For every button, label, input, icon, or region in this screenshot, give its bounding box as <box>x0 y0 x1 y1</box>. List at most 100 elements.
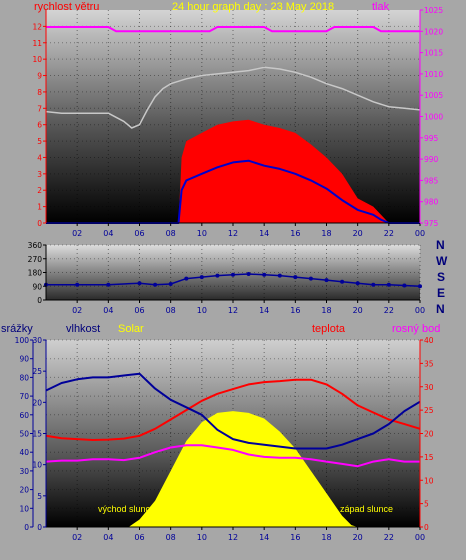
wind-direction-point <box>106 282 111 287</box>
top-left-ytick-label: 5 <box>37 137 42 146</box>
top-right-ytick-label: 1010 <box>424 70 443 79</box>
bot-xtick-label: 12 <box>228 533 238 542</box>
bot-right-ytick-label: 10 <box>424 476 434 485</box>
sunrise-label: východ slunce <box>98 504 156 514</box>
mid-xtick-label: 22 <box>384 306 394 315</box>
wind-direction-point <box>184 276 189 281</box>
wind-direction-point <box>168 282 173 286</box>
top-right-ytick-label: 1015 <box>424 49 443 58</box>
bot-left-ytick-label: 40 <box>19 448 29 457</box>
mid-xtick-label: 10 <box>197 306 207 315</box>
top-right-ytick-label: 975 <box>424 219 439 228</box>
legend-rain: srážky <box>1 323 33 335</box>
bot-left-ytick-label: 60 <box>19 411 29 420</box>
mid-left-ytick-label: 360 <box>28 241 43 250</box>
top-right-ytick-label: 985 <box>424 176 439 185</box>
wind-direction-point <box>153 282 158 287</box>
top-left-ytick-label: 2 <box>37 186 42 195</box>
bot-left-inner-ytick-label: 20 <box>32 398 42 407</box>
bot-left-ytick-label: 10 <box>19 504 29 513</box>
mid-xtick-label: 14 <box>259 306 269 315</box>
legend-pressure: tlak <box>372 1 390 13</box>
bot-left-ytick-label: 100 <box>15 336 30 345</box>
wind-direction-point <box>215 273 220 278</box>
top-left-ytick-label: 4 <box>37 153 42 162</box>
bot-xtick-label: 02 <box>72 533 82 542</box>
bot-left-ytick-label: 90 <box>19 355 29 364</box>
top-xtick-label: 00 <box>415 229 425 238</box>
top-right-ytick-label: 1025 <box>424 6 443 15</box>
compass-label-w: W <box>436 254 448 268</box>
top-left-ytick-label: 7 <box>37 104 42 113</box>
humidity-line <box>45 372 421 450</box>
bot-right-ytick-label: 40 <box>424 336 434 345</box>
compass-label-e: E <box>437 286 446 300</box>
wind-direction-point <box>402 283 407 288</box>
bot-right-ytick-label: 25 <box>424 406 434 415</box>
legend-humidity: vlhkost <box>66 323 101 335</box>
legend-dew-point: rosný bod <box>392 323 441 335</box>
wind-direction-point <box>355 281 360 286</box>
top-xtick-label: 18 <box>321 229 331 238</box>
wind-direction-point <box>262 272 267 277</box>
mid-xtick-label: 08 <box>166 306 176 315</box>
wind-speed-area <box>46 119 420 223</box>
wind-direction-point <box>308 276 313 281</box>
compass-label-n-bottom: N <box>436 302 445 316</box>
bot-xtick-label: 00 <box>415 533 425 542</box>
top-left-ytick-label: 8 <box>37 88 42 97</box>
top-xtick-label: 20 <box>353 229 363 238</box>
bot-xtick-label: 16 <box>290 533 300 542</box>
wind-direction-point <box>386 282 391 287</box>
top-xtick-label: 14 <box>259 229 269 238</box>
bot-left-inner-ytick-label: 25 <box>32 367 42 376</box>
top-right-ytick-label: 980 <box>424 198 439 207</box>
bot-left-inner-ytick-label: 5 <box>37 492 42 501</box>
top-left-ytick-label: 9 <box>37 72 42 81</box>
top-xtick-label: 08 <box>166 229 176 238</box>
top-right-ytick-label: 995 <box>424 134 439 143</box>
top-left-ytick-label: 0 <box>37 219 42 228</box>
top-xtick-label: 06 <box>134 229 144 238</box>
top-left-ytick-label: 12 <box>32 22 42 31</box>
top-xtick-label: 10 <box>197 229 207 238</box>
temperature-trend-line <box>45 66 421 129</box>
temperature-line <box>45 378 421 441</box>
top-xtick-label: 16 <box>290 229 300 238</box>
bot-xtick-label: 14 <box>259 533 269 542</box>
bot-xtick-label: 10 <box>197 533 207 542</box>
wind-gust-line <box>46 159 420 224</box>
dew-point-line <box>45 444 420 468</box>
wind-direction-line <box>46 273 421 288</box>
bot-left-inner-ytick-label: 30 <box>32 336 42 345</box>
mid-xtick-label: 18 <box>321 306 331 315</box>
compass-label-n-top: N <box>436 238 445 252</box>
compass-label-s: S <box>437 270 446 284</box>
bot-xtick-label: 06 <box>134 533 144 542</box>
wind-direction-point <box>75 282 80 287</box>
solar-radiation-area <box>128 411 358 527</box>
top-xtick-label: 02 <box>72 229 82 238</box>
legend-solar: Solar <box>118 323 144 335</box>
mid-left-ytick-label: 0 <box>37 296 42 305</box>
top-left-ytick-label: 10 <box>32 55 42 64</box>
wind-direction-point <box>371 282 376 287</box>
bot-left-ytick-label: 0 <box>24 523 29 532</box>
top-right-ytick-label: 1000 <box>424 113 443 122</box>
wind-direction-point <box>293 275 298 280</box>
wind-direction-point <box>277 273 282 278</box>
bot-xtick-label: 18 <box>321 533 331 542</box>
chart-title: 24 hour graph day : 23 May 2018 <box>172 1 335 13</box>
top-right-ytick-label: 990 <box>424 155 439 164</box>
top-left-ytick-label: 3 <box>37 170 42 179</box>
bot-xtick-label: 04 <box>103 533 113 542</box>
mid-left-ytick-label: 270 <box>28 255 43 264</box>
legend-wind-speed: rychlost větru <box>34 1 100 13</box>
pressure-line <box>46 26 420 33</box>
mid-xtick-label: 00 <box>415 306 425 315</box>
bot-left-ytick-label: 80 <box>19 373 29 382</box>
top-xtick-label: 22 <box>384 229 394 238</box>
bot-left-inner-ytick-label: 10 <box>32 461 42 470</box>
